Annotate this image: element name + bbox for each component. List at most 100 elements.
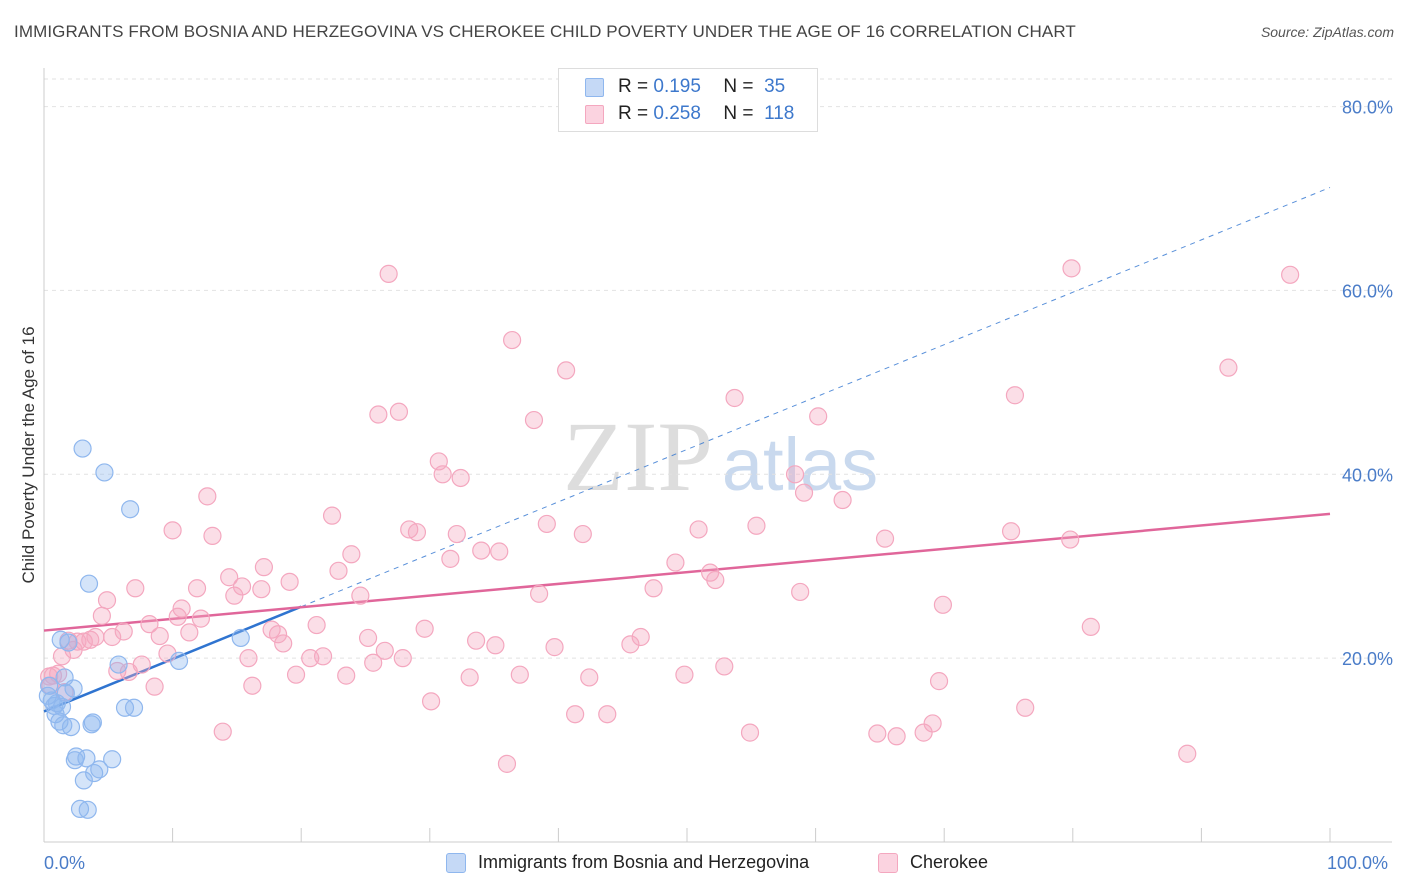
data-point-cherokee xyxy=(198,487,217,506)
stats-legend-row-bosnia: R = 0.195 N = 35 xyxy=(585,75,785,99)
data-point-cherokee xyxy=(1178,744,1197,763)
data-point-bosnia xyxy=(169,651,189,671)
legend-swatch-cherokee xyxy=(878,852,898,873)
data-point-cherokee xyxy=(150,626,169,646)
n-value: 35 xyxy=(764,76,786,97)
x-tick-label-max: 100.0% xyxy=(1327,853,1389,873)
trend-line-dashed-0 xyxy=(301,187,1331,608)
data-point-cherokee xyxy=(191,609,210,628)
stats-legend-row-cherokee: R = 0.258 N = 118 xyxy=(585,102,794,126)
data-point-cherokee xyxy=(379,264,398,283)
data-point-bosnia xyxy=(124,698,144,717)
axes xyxy=(43,68,1392,843)
data-point-cherokee xyxy=(666,553,685,572)
n-label: N = xyxy=(723,103,754,124)
data-point-cherokee xyxy=(364,653,383,672)
y-tick-label: 60.0% xyxy=(1342,281,1393,301)
data-point-cherokee xyxy=(103,627,122,647)
y-tick-label: 20.0% xyxy=(1342,649,1393,669)
data-point-cherokee xyxy=(598,705,617,724)
data-point-cherokee xyxy=(1016,698,1035,717)
data-point-cherokee xyxy=(441,549,460,568)
data-point-cherokee xyxy=(794,483,814,502)
data-point-cherokee xyxy=(126,579,145,598)
y-tick-labels: 20.0% 40.0% 60.0% 80.0% xyxy=(1342,98,1393,670)
data-point-cherokee xyxy=(187,579,207,598)
data-point-cherokee xyxy=(715,657,734,676)
source-label: Source: ZipAtlas.com xyxy=(1260,24,1394,40)
x-tick-label-min: 0.0% xyxy=(44,853,86,873)
data-point-cherokee xyxy=(97,591,117,610)
data-point-bosnia xyxy=(59,633,78,652)
data-point-cherokee xyxy=(337,666,356,685)
data-point-cherokee xyxy=(740,723,760,742)
y-tick-label: 80.0% xyxy=(1342,98,1393,118)
data-point-bosnia xyxy=(103,750,122,769)
data-point-cherokee xyxy=(1219,358,1238,377)
legend-swatch-bosnia xyxy=(446,852,466,873)
data-point-bosnia xyxy=(61,717,81,737)
data-point-cherokee xyxy=(545,638,564,657)
data-point-cherokee xyxy=(220,568,239,587)
data-point-cherokee xyxy=(929,672,949,691)
data-point-cherokee xyxy=(537,514,556,534)
data-point-cherokee xyxy=(530,584,549,603)
data-point-cherokee xyxy=(140,615,159,634)
data-point-cherokee xyxy=(497,754,517,773)
legend-label-cherokee: Cherokee xyxy=(910,852,989,872)
data-point-cherokee xyxy=(557,361,576,380)
data-point-cherokee xyxy=(621,635,640,654)
data-point-cherokee xyxy=(342,545,361,564)
data-point-cherokee xyxy=(180,623,199,642)
data-point-cherokee xyxy=(254,558,274,577)
data-point-bosnia xyxy=(90,760,109,779)
data-point-bosnia xyxy=(78,800,97,819)
data-point-cherokee xyxy=(1062,259,1081,278)
data-point-cherokee xyxy=(132,655,151,674)
data-point-cherokee xyxy=(580,668,599,687)
data-point-cherokee xyxy=(809,407,828,426)
data-point-cherokee xyxy=(524,410,544,430)
data-point-bosnia xyxy=(74,771,93,790)
data-point-cherokee xyxy=(280,572,299,591)
data-point-cherokee xyxy=(393,649,412,668)
data-point-cherokee xyxy=(213,722,232,741)
data-point-cherokee xyxy=(232,577,252,596)
data-point-cherokee xyxy=(510,665,529,684)
data-point-cherokee xyxy=(286,665,306,684)
data-point-cherokee xyxy=(1005,386,1025,405)
data-point-cherokee xyxy=(268,625,288,644)
data-point-cherokee xyxy=(329,561,348,580)
data-point-cherokee xyxy=(114,622,133,641)
data-point-cherokee xyxy=(81,630,100,649)
n-label: N = xyxy=(723,76,754,97)
y-tick-label: 40.0% xyxy=(1342,465,1393,485)
data-point-cherokee xyxy=(369,405,388,424)
r-value: 0.258 xyxy=(653,103,701,124)
data-point-cherokee xyxy=(472,541,491,560)
data-point-cherokee xyxy=(791,582,810,602)
data-point-cherokee xyxy=(785,465,805,484)
data-point-cherokee xyxy=(389,402,409,421)
data-point-cherokee xyxy=(689,520,708,539)
data-point-cherokee xyxy=(262,620,281,639)
watermark-zip: ZIP xyxy=(563,401,713,512)
x-ticks xyxy=(43,828,1331,842)
data-point-bosnia xyxy=(109,655,128,674)
data-point-bosnia xyxy=(231,628,250,648)
data-point-cherokee xyxy=(451,468,470,488)
data-point-cherokee xyxy=(833,490,852,510)
trend-line-1 xyxy=(43,512,1331,632)
data-point-cherokee xyxy=(875,529,895,548)
data-point-cherokee xyxy=(566,705,585,724)
data-points xyxy=(38,259,1300,819)
data-point-cherokee xyxy=(923,714,942,733)
data-point-cherokee xyxy=(1081,617,1100,636)
bosnia-swatch xyxy=(585,77,604,97)
watermark-atlas: atlas xyxy=(722,423,878,506)
chart-title: IMMIGRANTS FROM BOSNIA AND HERZEGOVINA V… xyxy=(14,22,1076,41)
data-point-bosnia xyxy=(121,500,140,519)
data-point-cherokee xyxy=(887,727,906,746)
data-point-bosnia xyxy=(73,439,92,458)
